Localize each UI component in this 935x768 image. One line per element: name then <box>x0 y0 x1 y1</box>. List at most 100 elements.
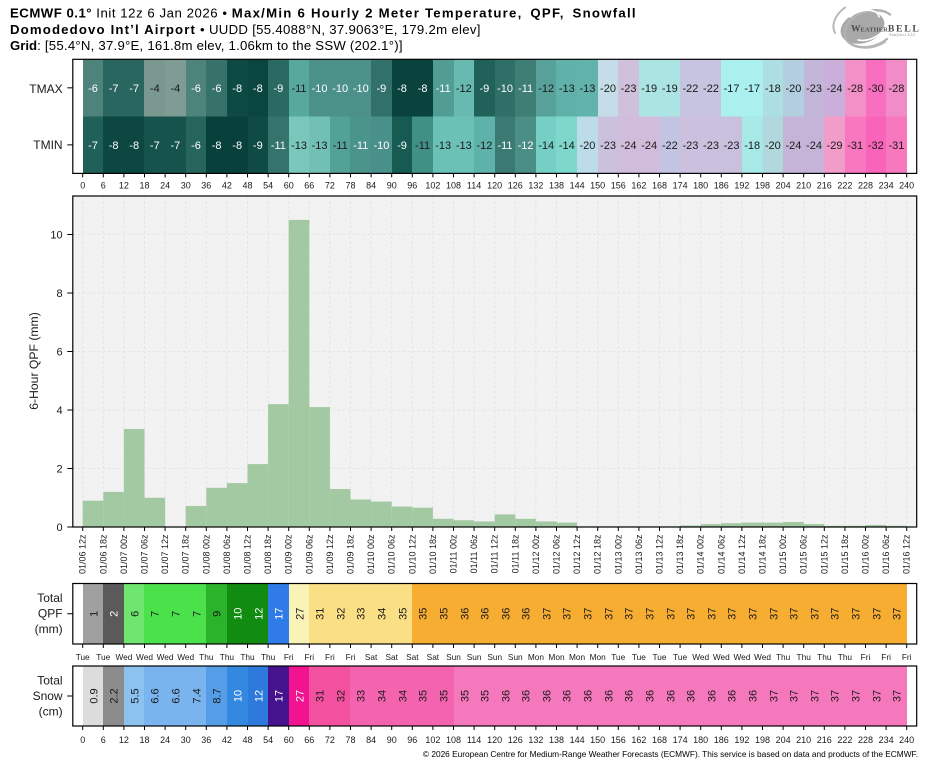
svg-text:10: 10 <box>232 690 244 702</box>
svg-text:33: 33 <box>355 608 367 620</box>
svg-text:Sat: Sat <box>365 652 378 662</box>
svg-text:36: 36 <box>561 690 573 702</box>
svg-text:37: 37 <box>809 608 821 620</box>
svg-text:72: 72 <box>325 181 335 191</box>
svg-text:216: 216 <box>817 735 832 745</box>
svg-text:-11: -11 <box>518 83 533 95</box>
svg-text:36: 36 <box>726 690 738 702</box>
svg-text:01/08 12z: 01/08 12z <box>243 534 253 574</box>
svg-text:-11: -11 <box>291 83 306 95</box>
svg-text:Grid: [55.4°N, 37.9°E, 161.8m: Grid: [55.4°N, 37.9°E, 161.8m elev, 1.06… <box>10 38 403 53</box>
svg-text:36: 36 <box>747 690 759 702</box>
svg-text:Sat: Sat <box>427 652 440 662</box>
svg-text:132: 132 <box>528 181 543 191</box>
svg-text:-10: -10 <box>312 83 328 95</box>
svg-text:-19: -19 <box>662 83 678 95</box>
svg-text:37: 37 <box>665 608 677 620</box>
svg-text:37: 37 <box>747 608 759 620</box>
svg-text:132: 132 <box>528 735 543 745</box>
svg-text:Sun: Sun <box>467 652 482 662</box>
svg-text:-18: -18 <box>765 83 781 95</box>
svg-text:0: 0 <box>56 522 62 534</box>
svg-text:Fri: Fri <box>902 652 912 662</box>
svg-text:37: 37 <box>768 690 780 702</box>
svg-text:-24: -24 <box>785 140 801 152</box>
svg-text:35: 35 <box>479 690 491 702</box>
svg-text:-9: -9 <box>397 140 407 152</box>
svg-text:96: 96 <box>407 181 417 191</box>
svg-text:-6: -6 <box>191 140 201 152</box>
svg-text:-11: -11 <box>436 83 451 95</box>
svg-text:120: 120 <box>487 181 502 191</box>
svg-text:60: 60 <box>284 735 294 745</box>
svg-text:01/14 12z: 01/14 12z <box>737 534 747 574</box>
svg-text:36: 36 <box>603 690 615 702</box>
svg-text:6.6: 6.6 <box>170 688 182 703</box>
svg-text:35: 35 <box>417 608 429 620</box>
svg-text:162: 162 <box>631 735 646 745</box>
svg-text:78: 78 <box>345 735 355 745</box>
svg-text:30: 30 <box>181 735 191 745</box>
svg-text:96: 96 <box>407 735 417 745</box>
svg-text:37: 37 <box>623 608 635 620</box>
svg-text:37: 37 <box>603 608 615 620</box>
svg-text:0: 0 <box>80 735 85 745</box>
svg-text:-28: -28 <box>888 83 904 95</box>
svg-text:© 2026 European Centre for Med: © 2026 European Centre for Medium-Range … <box>423 749 918 759</box>
svg-text:12: 12 <box>253 690 265 702</box>
svg-text:24: 24 <box>160 735 170 745</box>
svg-text:Thu: Thu <box>776 652 791 662</box>
svg-text:0.9: 0.9 <box>88 688 100 703</box>
svg-text:5.5: 5.5 <box>129 688 141 703</box>
svg-text:42: 42 <box>222 735 232 745</box>
svg-text:-23: -23 <box>806 83 822 95</box>
svg-text:150: 150 <box>590 181 605 191</box>
svg-text:17: 17 <box>273 690 285 702</box>
svg-text:31: 31 <box>314 690 326 702</box>
svg-text:01/07 00z: 01/07 00z <box>119 534 129 574</box>
svg-text:-11: -11 <box>271 140 286 152</box>
svg-text:-8: -8 <box>418 83 428 95</box>
svg-text:Total: Total <box>37 674 62 688</box>
svg-text:Thu: Thu <box>261 652 276 662</box>
svg-text:-17: -17 <box>744 83 760 95</box>
svg-text:-19: -19 <box>641 83 657 95</box>
svg-text:01/13 00z: 01/13 00z <box>613 534 623 574</box>
svg-text:37: 37 <box>829 608 841 620</box>
svg-text:6: 6 <box>101 181 106 191</box>
svg-text:Wed: Wed <box>177 652 194 662</box>
svg-text:-6: -6 <box>191 83 201 95</box>
svg-text:168: 168 <box>652 735 667 745</box>
svg-text:84: 84 <box>366 735 376 745</box>
svg-text:-18: -18 <box>744 140 760 152</box>
svg-text:36: 36 <box>644 690 656 702</box>
svg-text:01/16 00z: 01/16 00z <box>861 534 871 574</box>
svg-text:01/11 06z: 01/11 06z <box>469 534 479 573</box>
svg-text:108: 108 <box>446 735 461 745</box>
svg-text:37: 37 <box>809 690 821 702</box>
svg-text:9: 9 <box>211 611 223 617</box>
svg-text:35: 35 <box>397 608 409 620</box>
svg-text:180: 180 <box>693 735 708 745</box>
svg-text:-11: -11 <box>415 140 430 152</box>
svg-text:17: 17 <box>273 608 285 620</box>
svg-text:01/12 12z: 01/12 12z <box>572 534 582 574</box>
svg-text:01/14 18z: 01/14 18z <box>758 534 768 574</box>
svg-text:-13: -13 <box>579 83 595 95</box>
svg-text:204: 204 <box>776 181 791 191</box>
svg-text:6: 6 <box>129 611 141 617</box>
svg-text:01/10 18z: 01/10 18z <box>428 534 438 574</box>
svg-text:-7: -7 <box>109 83 119 95</box>
svg-text:36: 36 <box>479 608 491 620</box>
svg-text:-8: -8 <box>232 140 242 152</box>
svg-text:-10: -10 <box>353 83 369 95</box>
svg-text:42: 42 <box>222 181 232 191</box>
svg-text:8.7: 8.7 <box>211 688 223 703</box>
svg-text:36: 36 <box>201 181 211 191</box>
svg-text:37: 37 <box>891 608 903 620</box>
svg-text:-13: -13 <box>435 140 451 152</box>
svg-text:48: 48 <box>242 735 252 745</box>
svg-text:01/16 12z: 01/16 12z <box>902 534 912 574</box>
svg-text:Fri: Fri <box>325 652 335 662</box>
svg-text:84: 84 <box>366 181 376 191</box>
